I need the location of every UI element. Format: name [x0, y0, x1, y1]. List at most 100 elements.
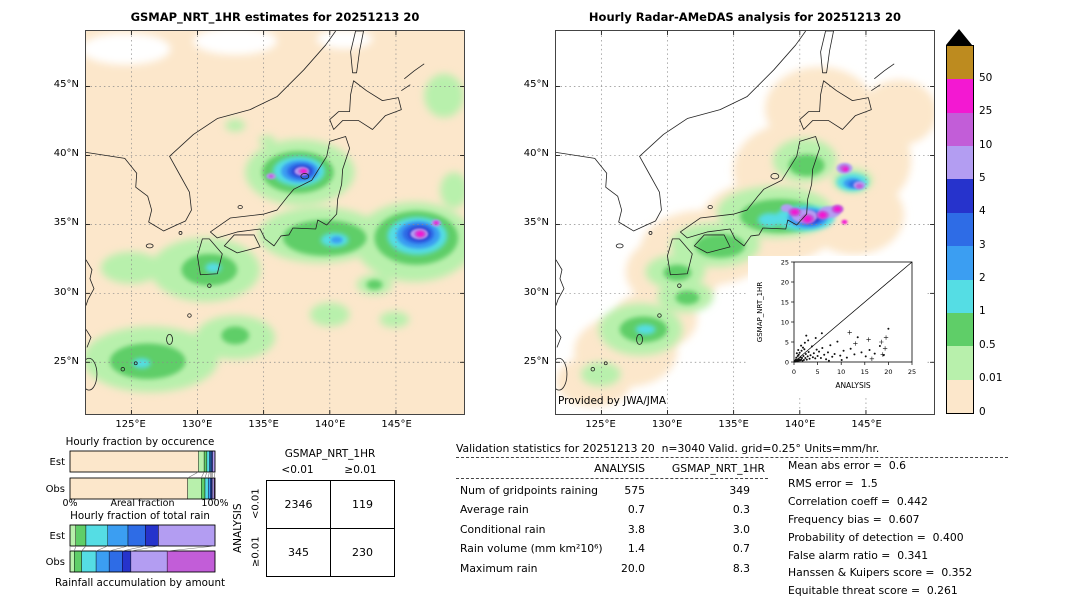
- bar-segment: [130, 550, 168, 573]
- segment-connector: [95, 545, 108, 552]
- scatter-dot: [802, 355, 805, 357]
- stats-col-header-gsmap: GSMAP_NRT_1HR: [671, 462, 765, 475]
- contingency-col-group-title: GSMAP_NRT_1HR: [284, 448, 376, 460]
- bar-segment: [201, 477, 206, 500]
- segment-connector: [109, 545, 129, 552]
- scatter-dot: [849, 347, 852, 350]
- left-lon-tick-label: 130°E: [181, 419, 213, 430]
- score-line: Probability of detection = 0.400: [788, 530, 964, 544]
- colorbar-segment: [947, 79, 973, 113]
- scatter-dot: [803, 341, 806, 344]
- left-lon-tick-label: 140°E: [314, 419, 346, 430]
- colorbar-tick-label: 50: [979, 71, 993, 84]
- scatter-dot: [829, 344, 832, 347]
- right-lat-tick-label: 40°N: [523, 148, 549, 160]
- inset-x-tick-label: 20: [884, 368, 892, 376]
- contingency-row-header-0: <0.01: [250, 488, 262, 520]
- bar-segment: [204, 477, 209, 500]
- colorbar-tick-label: 25: [979, 105, 993, 118]
- colorbar-tick-label: 4: [979, 205, 986, 218]
- scatter-dot: [807, 339, 810, 342]
- scatter-dot: [823, 353, 826, 356]
- inset-scatter-panel: 0 5 10 15 20 25 0 5 10 15 20 25 ANALYSIS GSMAP_NRT_1H…: [748, 256, 926, 398]
- right-lon-tick-label: 135°E: [718, 419, 749, 430]
- score-line: Mean abs error = 0.6: [788, 459, 907, 472]
- contingency-col-header-1: ≥0.01: [344, 464, 377, 476]
- occurrence-panel-title: Hourly fraction by occurence: [65, 436, 215, 448]
- stats-row-gsmap-value: 3.0: [732, 522, 750, 536]
- scatter-dot: [807, 351, 810, 353]
- scatter-dot: [882, 354, 885, 357]
- scatter-dot: [814, 357, 817, 360]
- segment-connector: [187, 471, 199, 479]
- colorbar-segment: [947, 246, 973, 280]
- left-map: [85, 30, 465, 415]
- scatter-dot: [826, 351, 829, 354]
- segment-connector: [207, 471, 210, 479]
- scatter-dot: [860, 351, 863, 354]
- segment-connector: [200, 471, 205, 479]
- contingency-cell-10: 345: [266, 528, 331, 577]
- stats-row-analysis-value: 575: [624, 484, 645, 497]
- segment-connector: [204, 471, 208, 479]
- totalrain-bars-canvas: Est Obs: [46, 524, 216, 573]
- segment-connector: [209, 471, 212, 479]
- x-axis-title: Areal fraction: [110, 498, 174, 509]
- scatter-dot: [815, 348, 818, 351]
- scatter-dot: [810, 345, 813, 348]
- scatter-dot: [825, 358, 828, 361]
- credit-text: Provided by JWA/JMA: [558, 395, 667, 407]
- colorbar-segment: [947, 146, 973, 180]
- colorbar-tick-label: 2: [979, 272, 986, 285]
- left-lon-tick-label: 145°E: [381, 419, 412, 430]
- scatter-plus: [882, 346, 888, 351]
- scatter-dot: [878, 345, 881, 347]
- bar-segment: [187, 477, 202, 500]
- scatter-dot: [856, 336, 859, 339]
- stats-title: Validation statistics for 20251213 20 n=…: [456, 442, 880, 455]
- right-map-title: Hourly Radar-AMeDAS analysis for 2025121…: [588, 10, 902, 24]
- scatter-dot: [801, 357, 804, 359]
- bar-segment: [69, 524, 77, 547]
- bar-segment: [69, 550, 75, 573]
- colorbar-bar: [946, 45, 974, 414]
- scatter-plus: [869, 356, 875, 361]
- scatter-dot: [804, 357, 807, 359]
- score-line: Frequency bias = 0.607: [788, 512, 920, 526]
- scatter-dot: [795, 352, 798, 355]
- totalrain-panel-title: Hourly fraction of total rain: [70, 510, 210, 522]
- scatter-dot: [798, 351, 801, 354]
- scatter-dot: [839, 354, 842, 357]
- scatter-plus: [880, 352, 885, 357]
- stats-row-analysis-value: 1.4: [627, 542, 645, 556]
- inset-x-tick-label: 0: [792, 368, 796, 376]
- stats-row-label: Num of gridpoints raining: [460, 484, 599, 497]
- bar-segment: [95, 550, 110, 573]
- stats-row-gsmap-value: 8.3: [732, 561, 750, 575]
- bar-segment: [85, 524, 108, 547]
- bar-segment: [209, 450, 211, 473]
- inset-x-tick-label: 10: [837, 368, 845, 376]
- scatter-dot: [797, 349, 800, 351]
- colorbar-segment: [947, 279, 973, 313]
- scatter-dot: [811, 356, 814, 359]
- contingency-cell-01: 119: [330, 480, 395, 529]
- scatter-dot: [845, 356, 848, 359]
- est-bar-outline: [69, 450, 216, 473]
- colorbar-tick-label: 5: [979, 171, 986, 184]
- right-lon-tick-label: 145°E: [851, 419, 882, 430]
- stats-row-gsmap-value: 349: [729, 484, 750, 497]
- left-lat-tick-label: 40°N: [53, 148, 79, 160]
- scatter-dot: [853, 353, 856, 356]
- right-lat-tick-label: 35°N: [523, 217, 549, 229]
- scatter-dot: [803, 348, 806, 351]
- bar-segment: [203, 450, 208, 473]
- scatter-dot: [840, 359, 843, 361]
- scatter-plus: [866, 337, 871, 342]
- contingency-cell-11: 230: [330, 528, 395, 577]
- bar-segment: [207, 477, 211, 500]
- score-line: False alarm ratio = 0.341: [788, 548, 929, 562]
- bar-segment: [107, 524, 129, 547]
- scatter-dot: [819, 357, 822, 359]
